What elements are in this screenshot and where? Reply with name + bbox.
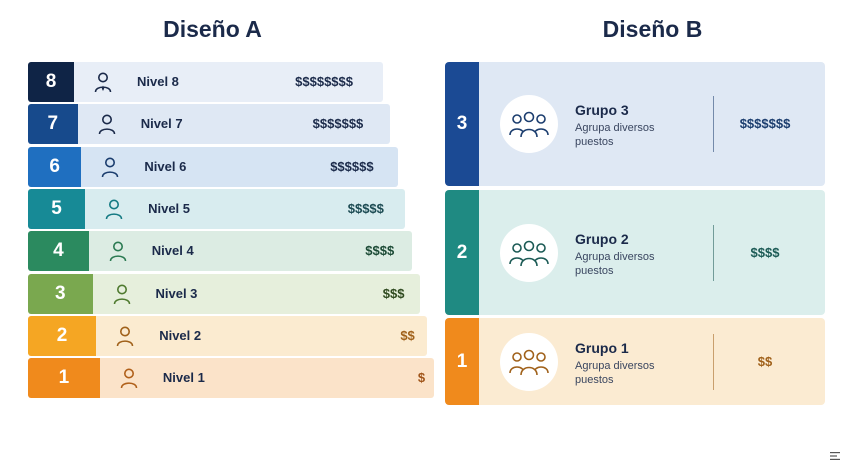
design-b-title: Diseño B [602,16,703,42]
level-price: $$$$$ [347,200,384,216]
group-divider [713,96,714,152]
group-price: $$ [757,353,773,369]
level-bar [77,104,391,145]
group-divider [713,333,714,390]
level-row: 8 Nivel 8 $$$$$$$$ [28,62,383,102]
person-icon [103,198,125,220]
level-number: 7 [28,104,78,145]
level-number: 8 [28,62,74,102]
level-bar [85,188,405,229]
person-icon [111,283,133,305]
level-number: 4 [28,231,89,272]
group-description: Agrupa diversos puestos [575,122,655,148]
group-title: Grupo 3 [575,102,629,118]
group-icon [500,95,558,153]
level-number: 3 [28,273,93,314]
person-tie-icon [92,71,114,93]
person-icon [114,325,136,347]
person-icon [96,113,118,135]
level-bar [96,315,427,356]
level-price: $$$$$$$$ [295,74,353,89]
level-row: 6 Nivel 6 $$$$$$ [28,146,398,187]
group-icon [500,223,558,282]
group-price: $$$$$$$ [739,116,791,131]
menu-lines-icon [830,452,840,460]
level-label: Nivel 6 [144,158,187,174]
level-label: Nivel 5 [148,200,191,216]
level-number: 2 [28,315,97,356]
level-price: $$$$ [365,243,395,259]
level-row: 3 Nivel 3 $$$ [28,273,420,314]
level-label: Nivel 3 [155,285,198,301]
level-price: $$ [400,327,415,343]
group-title: Grupo 1 [575,339,629,356]
group-description: Agrupa diversos puestos [575,250,655,277]
level-label: Nivel 2 [159,327,202,343]
group-card: 3 Grupo 3 Agrupa diversos puestos $$$$$$$ [445,62,825,186]
group-price: $$$$ [750,244,780,260]
group-title: Grupo 2 [575,230,629,247]
level-row: 1 Nivel 1 $ [28,358,435,399]
level-row: 2 Nivel 2 $$ [28,315,427,356]
level-label: Nivel 7 [140,116,183,132]
level-price: $$$$$$$ [312,116,364,132]
level-price: $$$$$$ [330,158,374,174]
group-number: 3 [445,62,479,186]
level-bar [74,62,383,102]
level-label: Nivel 8 [137,74,179,89]
level-price: $$$ [382,285,405,301]
group-card: 1 Grupo 1 Agrupa diversos puestos $$ [445,318,825,405]
person-icon [107,240,129,262]
level-row: 7 Nivel 7 $$$$$$$ [28,104,391,145]
group-number: 1 [445,318,479,405]
design-a-title: Diseño A [163,16,262,42]
level-bar [99,358,435,399]
level-bar [92,273,420,314]
level-label: Nivel 1 [162,370,205,386]
level-number: 6 [28,146,82,187]
level-bar [81,146,398,187]
level-number: 1 [28,358,100,399]
group-icon [500,332,558,391]
group-divider [713,224,714,281]
group-number: 2 [445,190,479,315]
group-card: 2 Grupo 2 Agrupa diversos puestos $$$$ [445,190,825,315]
person-icon [118,367,140,389]
level-label: Nivel 4 [151,243,194,259]
level-row: 5 Nivel 5 $$$$$ [28,188,405,229]
group-description: Agrupa diversos puestos [575,359,655,386]
level-number: 5 [28,188,86,229]
person-icon [99,156,121,178]
level-bar [88,231,413,272]
level-price: $ [417,370,426,386]
level-row: 4 Nivel 4 $$$$ [28,231,413,272]
